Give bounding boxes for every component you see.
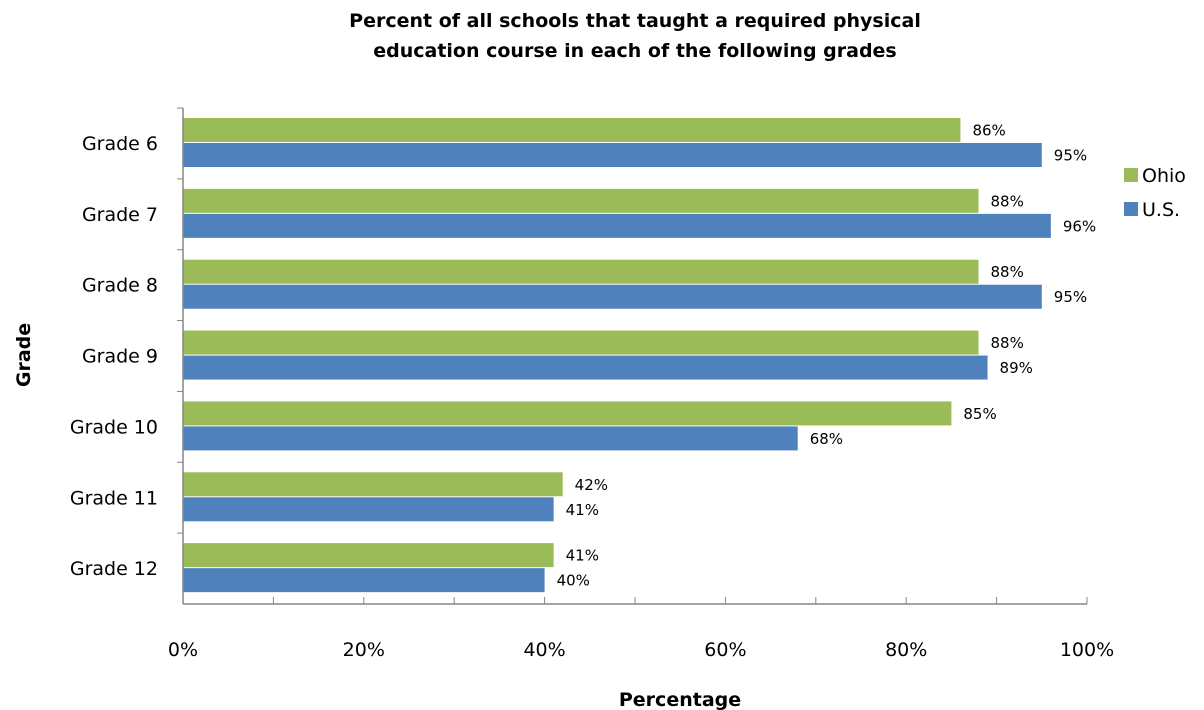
x-tick-label: 20%	[343, 639, 385, 661]
bar-u-s-grade-9	[183, 355, 988, 380]
y-tick-label: Grade 6	[82, 133, 158, 155]
bar-u-s-grade-12	[183, 568, 545, 593]
data-label: 89%	[1000, 359, 1033, 377]
data-label: 96%	[1063, 217, 1096, 235]
data-label: 40%	[557, 572, 590, 590]
x-tick-label: 0%	[168, 639, 198, 661]
bar-ohio-grade-11	[183, 472, 563, 497]
data-label: 95%	[1054, 147, 1087, 165]
bar-u-s-grade-8	[183, 284, 1042, 309]
x-tick-label: 100%	[1060, 639, 1114, 661]
chart-title-line-2: education course in each of the followin…	[373, 40, 897, 62]
data-label: 85%	[963, 405, 996, 423]
data-label: 88%	[991, 263, 1024, 281]
bar-ohio-grade-7	[183, 188, 979, 213]
y-tick-label: Grade 12	[70, 558, 158, 580]
bar-u-s-grade-11	[183, 497, 554, 522]
y-tick-label: Grade 8	[82, 275, 158, 297]
data-label: 41%	[566, 547, 599, 565]
y-tick-label: Grade 7	[82, 204, 158, 226]
x-axis-title: Percentage	[619, 689, 741, 710]
data-label: 88%	[991, 334, 1024, 352]
data-label: 41%	[566, 501, 599, 519]
bar-ohio-grade-8	[183, 259, 979, 284]
chart-title: Percent of all schools that taught a req…	[0, 6, 1204, 66]
y-axis-title: Grade	[13, 323, 35, 387]
y-tick-label: Grade 10	[70, 416, 158, 438]
data-label: 95%	[1054, 288, 1087, 306]
legend-label-0: Ohio	[1142, 165, 1186, 187]
legend-label-1: U.S.	[1142, 199, 1180, 221]
legend-swatch-0	[1124, 168, 1138, 182]
bar-u-s-grade-10	[183, 426, 798, 451]
data-label: 42%	[575, 476, 608, 494]
bar-ohio-grade-9	[183, 330, 979, 355]
x-tick-label: 40%	[523, 639, 565, 661]
y-tick-label: Grade 11	[70, 487, 158, 509]
x-tick-label: 60%	[704, 639, 746, 661]
bar-ohio-grade-12	[183, 543, 554, 568]
bar-u-s-grade-6	[183, 143, 1042, 167]
legend-swatch-1	[1124, 202, 1138, 216]
data-label: 88%	[991, 192, 1024, 210]
data-label: 86%	[972, 122, 1005, 140]
y-tick-label: Grade 9	[82, 346, 158, 368]
chart-title-line-1: Percent of all schools that taught a req…	[349, 10, 921, 32]
data-label: 68%	[810, 430, 843, 448]
bar-u-s-grade-7	[183, 213, 1051, 238]
bar-ohio-grade-6	[183, 118, 961, 142]
bar-ohio-grade-10	[183, 401, 952, 426]
x-tick-label: 80%	[885, 639, 927, 661]
